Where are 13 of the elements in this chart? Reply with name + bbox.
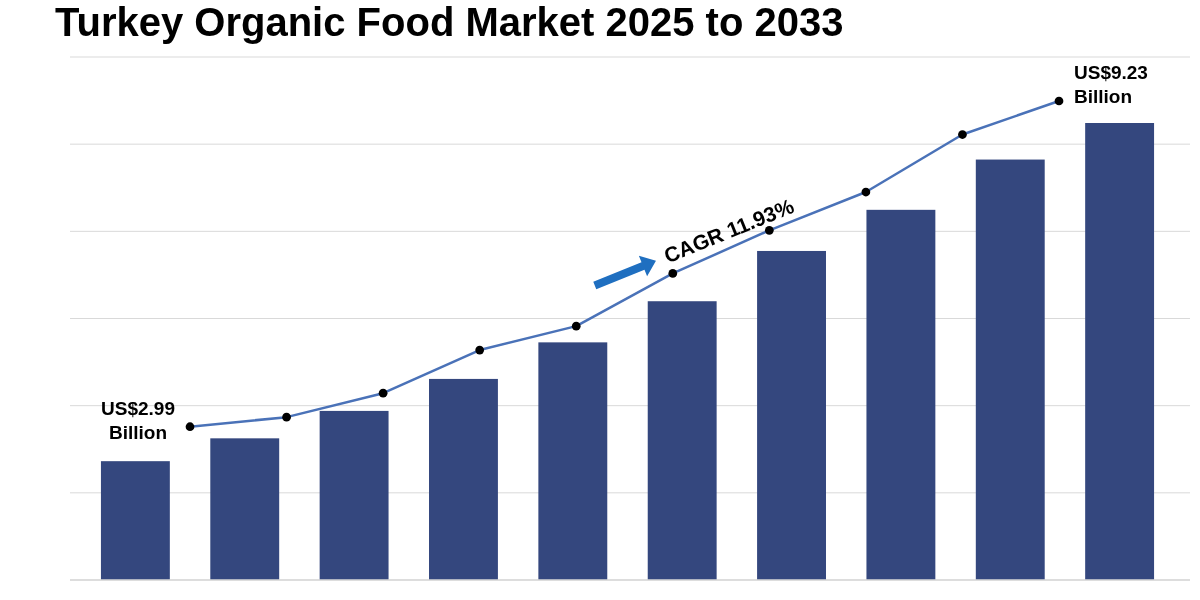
bar [975, 159, 1045, 580]
bar [210, 438, 280, 580]
chart-title: Turkey Organic Food Market 2025 to 2033 [55, 0, 844, 44]
bar [538, 342, 608, 580]
annotation: US$2.99 Billion [101, 397, 175, 443]
bar [866, 209, 936, 580]
bar [319, 410, 389, 580]
bar [429, 378, 498, 580]
annotation: US$9.23 Billion [1074, 62, 1148, 107]
bar [647, 301, 717, 580]
bar [1085, 123, 1155, 580]
bar [757, 250, 826, 580]
bar [100, 461, 170, 580]
